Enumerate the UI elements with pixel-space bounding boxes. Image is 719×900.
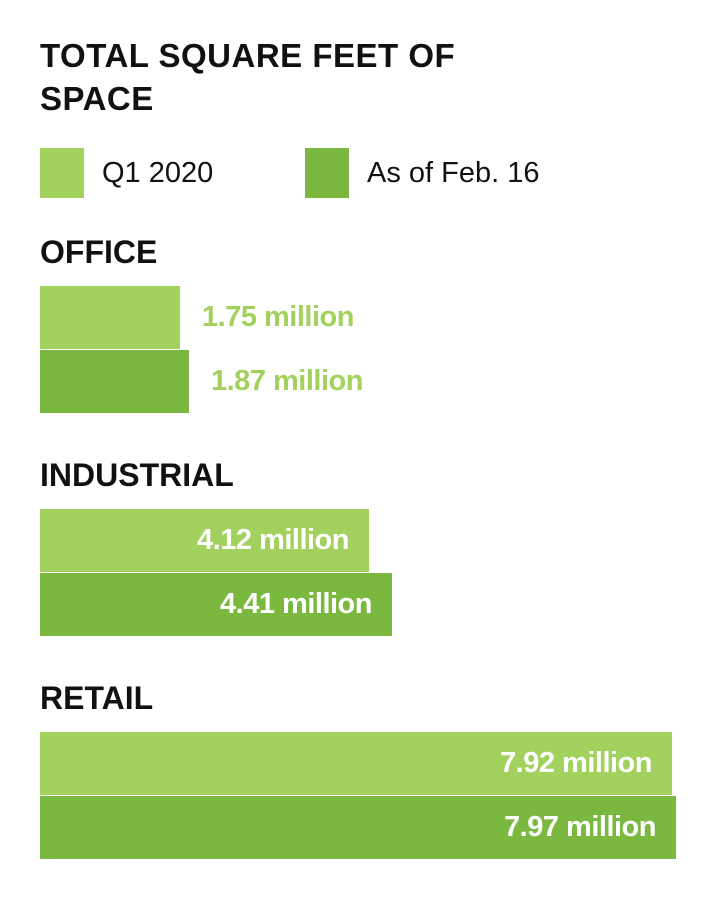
data-label-office-as-of-feb-16: 1.87 million bbox=[211, 365, 363, 397]
bar-retail-as-of-feb-16 bbox=[40, 796, 676, 859]
bar-office-as-of-feb-16 bbox=[40, 350, 189, 413]
legend-swatch-feb-16 bbox=[305, 148, 349, 198]
category-label-industrial: INDUSTRIAL bbox=[40, 457, 234, 493]
category-label-retail: RETAIL bbox=[40, 680, 154, 716]
bar-industrial-q1-2020 bbox=[40, 509, 369, 572]
data-label-industrial-as-of-feb-16: 4.41 million bbox=[220, 588, 372, 620]
data-label-retail-q1-2020: 7.92 million bbox=[500, 747, 652, 779]
legend-label-q1-2020: Q1 2020 bbox=[102, 157, 214, 189]
chart-title: TOTAL SQUARE FEET OF SPACE bbox=[40, 37, 456, 117]
legend-swatch-q1-2020 bbox=[40, 148, 84, 198]
legend-label-feb-16: As of Feb. 16 bbox=[367, 157, 540, 189]
bar-industrial-as-of-feb-16 bbox=[40, 573, 392, 636]
data-label-industrial-q1-2020: 4.12 million bbox=[197, 524, 349, 556]
bar-office-q1-2020 bbox=[40, 286, 180, 349]
data-label-office-q1-2020: 1.75 million bbox=[202, 301, 354, 333]
category-label-office: OFFICE bbox=[40, 234, 158, 270]
data-label-retail-as-of-feb-16: 7.97 million bbox=[504, 811, 656, 843]
bar-retail-q1-2020 bbox=[40, 732, 672, 795]
